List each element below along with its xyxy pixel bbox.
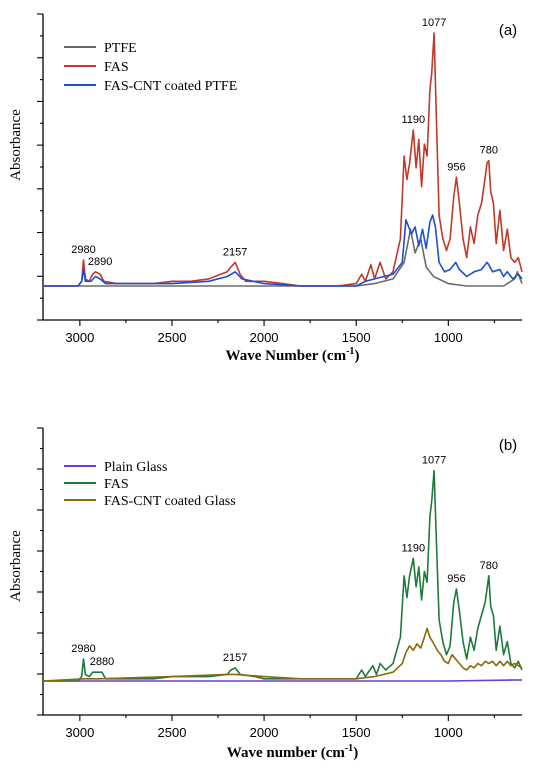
x-tick-label: 1000 [434, 725, 463, 740]
peak-label: 2890 [88, 256, 112, 268]
x-tick-label: 3000 [65, 330, 94, 345]
panel-a: 3000 2500 2000 1500 1000 Absorbance Wave Numbe… [8, 13, 523, 364]
panel-label: (b) [499, 437, 517, 454]
legend-entry-label: FAS-CNT coated PTFE [104, 79, 237, 94]
panel-label: (a) [499, 22, 517, 39]
x-tick-label: 2500 [158, 725, 187, 740]
series-line-fas [43, 32, 523, 287]
panel-b: 3000 2500 2000 1500 1000 Absorbance Wave numbe… [8, 427, 523, 761]
x-axis-label: Wave number (cm-1) [227, 743, 358, 761]
x-tick-label: 1000 [434, 330, 463, 345]
x-tick-label: 2000 [250, 330, 279, 345]
peak-label: 1077 [422, 17, 446, 29]
peak-label: 780 [480, 145, 498, 157]
peak-label: 2980 [71, 244, 95, 256]
series-line-fas-cnt-coated-ptfe [43, 214, 523, 287]
series-line-fas-cnt-coated-glass [42, 627, 523, 682]
legend-entry-label: FAS [104, 60, 129, 75]
peak-label: 2157 [223, 652, 247, 664]
peak-label: 2880 [90, 656, 114, 668]
peak-label: 780 [480, 560, 498, 572]
x-tick-label: 3000 [65, 725, 94, 740]
series-line-ptfe [43, 228, 523, 287]
legend-entry-label: Plain Glass [104, 460, 167, 475]
y-axis-label: Absorbance [8, 109, 24, 181]
x-tick-label: 2000 [250, 725, 279, 740]
peak-label: 1190 [401, 542, 425, 554]
peak-label: 956 [447, 573, 465, 585]
peak-label: 956 [447, 161, 465, 173]
series-line-plain-glass [43, 679, 523, 682]
y-axis-label: Absorbance [8, 530, 24, 602]
x-tick-label: 2500 [158, 330, 187, 345]
x-tick-label: 1500 [342, 725, 371, 740]
x-tick-label: 1500 [342, 330, 371, 345]
peak-label: 1077 [422, 455, 446, 467]
peak-label: 2157 [223, 246, 247, 258]
peak-label: 2980 [71, 643, 95, 655]
x-axis-label: Wave Number (cm-1) [226, 346, 360, 364]
legend-entry-label: FAS [104, 477, 129, 492]
peak-label: 1190 [401, 114, 425, 126]
legend-entry-label: FAS-CNT coated Glass [104, 494, 236, 509]
legend-entry-label: PTFE [104, 41, 137, 56]
